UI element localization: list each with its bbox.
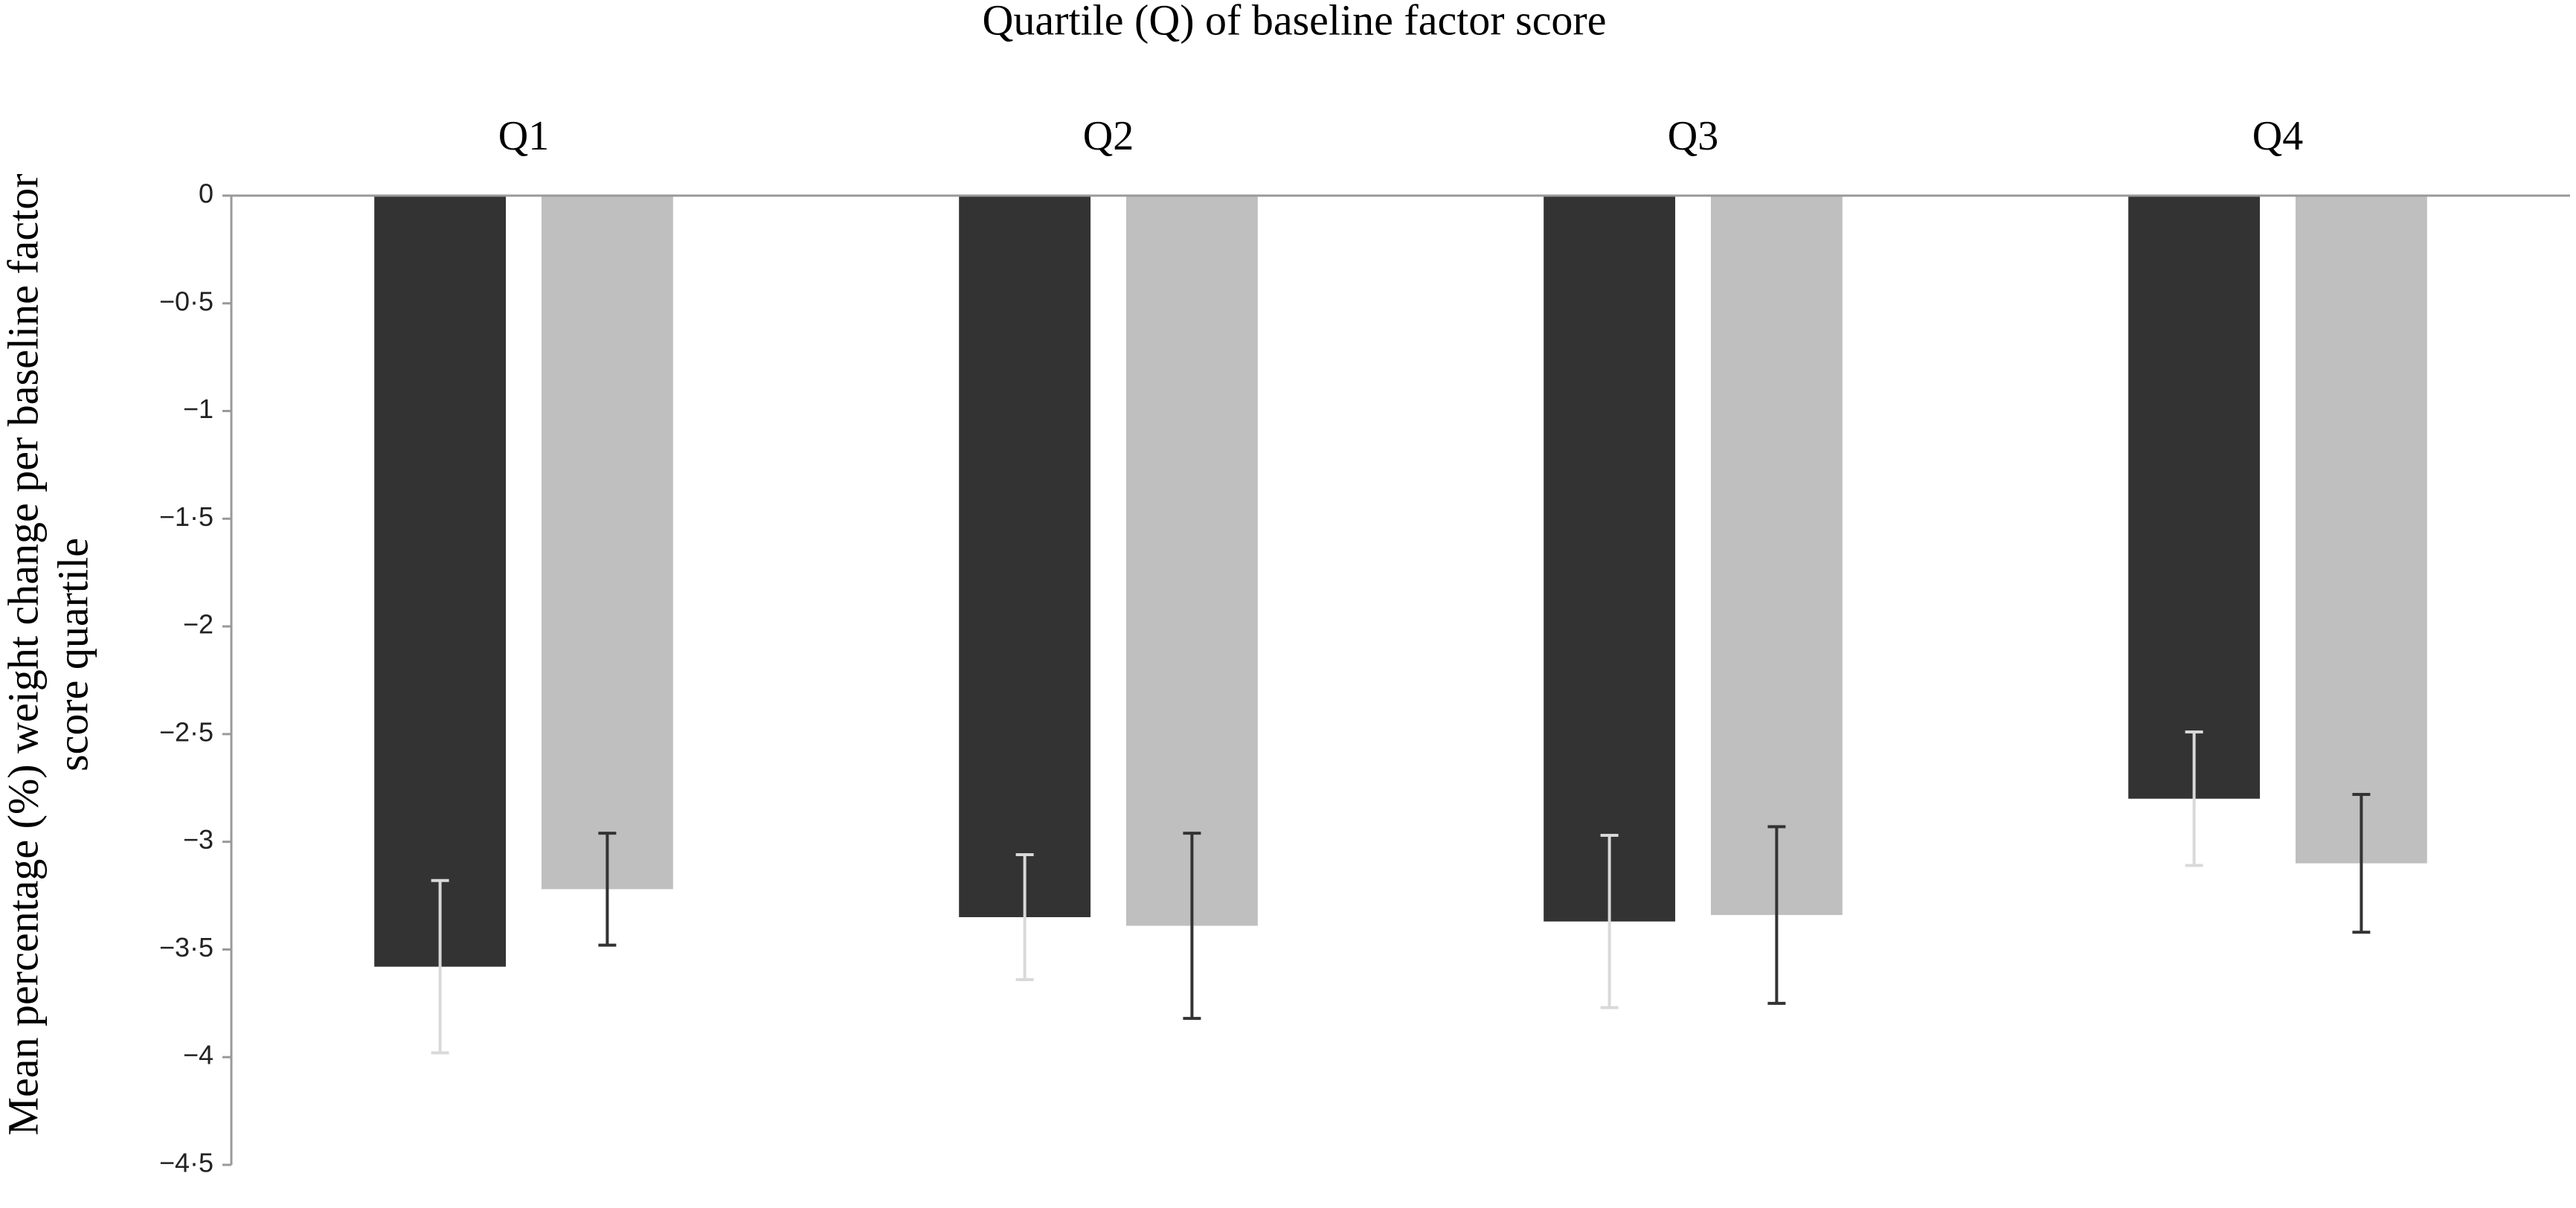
y-tick-label: −3·5	[159, 932, 213, 963]
y-tick-label: −1·5	[159, 501, 213, 532]
bar	[959, 196, 1091, 918]
y-tick-label: −4·5	[159, 1148, 213, 1178]
y-tick-label: −1	[183, 393, 213, 424]
x-axis-title: Quartile (Q) of baseline factor score	[983, 0, 1607, 44]
category-label: Q4	[2252, 113, 2303, 159]
category-label: Q3	[1668, 113, 1718, 159]
bar	[1544, 196, 1676, 922]
y-tick-label: −0·5	[159, 286, 213, 316]
y-tick-label: 0	[199, 179, 213, 209]
bar	[2128, 196, 2261, 799]
y-axis-title: score quartile	[48, 538, 97, 771]
y-tick-label: −4	[183, 1040, 213, 1070]
bar	[1710, 196, 1843, 916]
bar	[541, 196, 673, 890]
category-label: Q1	[498, 113, 549, 159]
y-tick-label: −3	[183, 824, 213, 855]
category-label: Q2	[1083, 113, 1134, 159]
bar	[374, 196, 507, 967]
y-axis-title: Mean percentage (%) weight change per ba…	[0, 173, 47, 1135]
bar	[2295, 196, 2427, 864]
bar	[1125, 196, 1258, 926]
y-tick-label: −2	[183, 609, 213, 640]
y-tick-label: −2·5	[159, 716, 213, 747]
